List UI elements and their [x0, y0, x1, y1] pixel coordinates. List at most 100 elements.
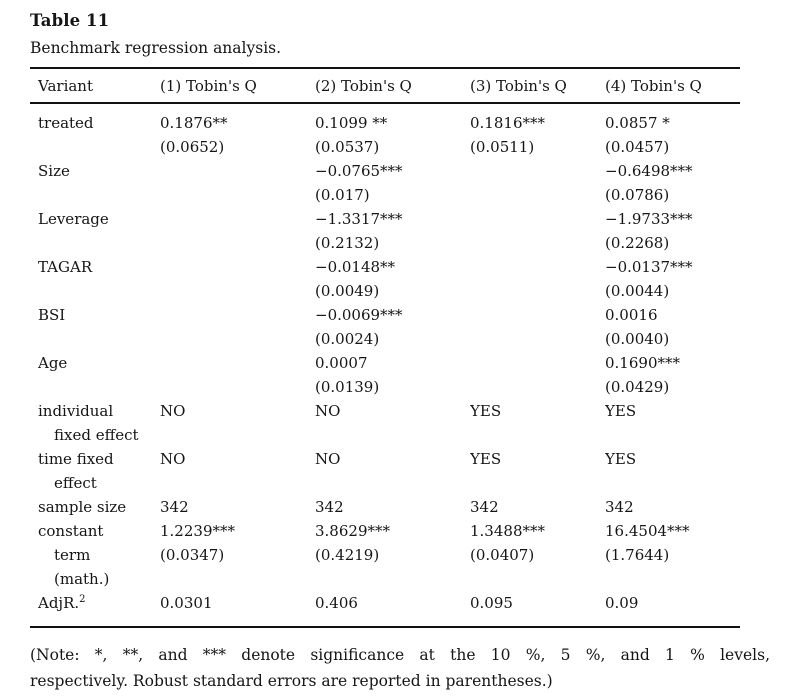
cell-model-1	[160, 567, 315, 591]
table-row: treated 0.1876** 0.1099 ** 0.1816*** 0.0857 …	[30, 111, 740, 135]
cell-model-1	[160, 303, 315, 327]
cell-model-3: (0.0407)	[470, 546, 535, 564]
cell-model-4: (0.0457)	[605, 138, 670, 156]
row-label: time fixed	[38, 450, 114, 468]
cell-model-2: (0.4219)	[315, 546, 380, 564]
cell-model-3: 0.1816***	[470, 114, 545, 132]
cell-model-4: (0.0429)	[605, 378, 670, 396]
cell-model-1	[160, 423, 315, 447]
cell-model-2: −1.3317***	[315, 210, 403, 228]
cell-model-1	[160, 375, 315, 399]
cell-model-3: 342	[470, 498, 499, 516]
table-header-row: Variant (1) Tobin's Q (2) Tobin's Q (3) …	[30, 69, 740, 104]
cell-model-4: (0.0044)	[605, 282, 670, 300]
row-label: fixed effect	[54, 426, 139, 444]
cell-model-3	[470, 351, 605, 375]
cell-model-1	[160, 231, 315, 255]
note-line-2: respectively. Robust standard errors are…	[30, 672, 553, 690]
cell-model-4	[605, 423, 740, 447]
row-label: Age	[38, 354, 68, 372]
cell-model-3	[470, 303, 605, 327]
cell-model-3	[470, 159, 605, 183]
cell-model-2: (0.017)	[315, 186, 370, 204]
cell-model-4	[605, 471, 740, 495]
table-row: (0.2132) (0.2268)	[30, 231, 740, 255]
cell-model-1	[160, 327, 315, 351]
cell-model-3	[470, 255, 605, 279]
table-row: (0.0139) (0.0429)	[30, 375, 740, 399]
row-label: AdjR.2	[38, 594, 86, 612]
cell-model-4: 16.4504***	[605, 522, 690, 540]
table-row: (0.0024) (0.0040)	[30, 327, 740, 351]
row-label: constant	[38, 522, 104, 540]
cell-model-4: 0.09	[605, 594, 639, 612]
cell-model-2	[315, 423, 470, 447]
cell-model-2: 0.0007	[315, 354, 368, 372]
cell-model-2: −0.0069***	[315, 306, 403, 324]
column-header-model-2: (2) Tobin's Q	[315, 77, 412, 95]
table-row: constant 1.2239*** 3.8629*** 1.3488*** 16.45…	[30, 519, 740, 543]
cell-model-2: 0.1099 **	[315, 114, 388, 132]
table-row: Age 0.0007 0.1690***	[30, 351, 740, 375]
table-caption: Benchmark regression analysis.	[30, 39, 282, 57]
cell-model-4: YES	[605, 450, 637, 468]
cell-model-3	[470, 183, 605, 207]
table-row: (math.)	[30, 567, 740, 591]
cell-model-3: YES	[470, 450, 502, 468]
row-label: TAGAR	[38, 258, 93, 276]
row-label: BSI	[38, 306, 66, 324]
cell-model-1: 342	[160, 498, 189, 516]
table-row: BSI −0.0069*** 0.0016	[30, 303, 740, 327]
row-label	[30, 375, 160, 399]
row-label: Leverage	[38, 210, 109, 228]
table-row: individual NO NO YES YES	[30, 399, 740, 423]
cell-model-1	[160, 183, 315, 207]
cell-model-3	[470, 279, 605, 303]
row-label-superscript: 2	[79, 594, 86, 605]
row-label	[30, 135, 160, 159]
cell-model-1: NO	[160, 450, 186, 468]
row-label	[30, 327, 160, 351]
table-row: (0.0049) (0.0044)	[30, 279, 740, 303]
cell-model-2: (0.2132)	[315, 234, 380, 252]
cell-model-3: 1.3488***	[470, 522, 545, 540]
regression-table: Variant (1) Tobin's Q (2) Tobin's Q (3) …	[30, 67, 740, 628]
cell-model-4: (0.2268)	[605, 234, 670, 252]
cell-model-2: −0.0765***	[315, 162, 403, 180]
row-label	[30, 279, 160, 303]
cell-model-4: −1.9733***	[605, 210, 693, 228]
row-label: individual	[38, 402, 114, 420]
cell-model-2: 342	[315, 498, 344, 516]
cell-model-1	[160, 351, 315, 375]
row-label: sample size	[38, 498, 127, 516]
row-label	[30, 183, 160, 207]
table-row: TAGAR −0.0148** −0.0137***	[30, 255, 740, 279]
cell-model-4: 0.0016	[605, 306, 658, 324]
cell-model-1	[160, 207, 315, 231]
cell-model-3: 0.095	[470, 594, 513, 612]
row-label	[30, 231, 160, 255]
cell-model-3	[470, 423, 605, 447]
cell-model-2: NO	[315, 450, 341, 468]
note-line-1: (Note: *, **, and *** denote significanc…	[30, 646, 770, 664]
table-row: time fixed NO NO YES YES	[30, 447, 740, 471]
cell-model-1: (0.0347)	[160, 546, 225, 564]
column-header-variant: Variant	[38, 77, 93, 95]
cell-model-4: −0.6498***	[605, 162, 693, 180]
column-header-model-3: (3) Tobin's Q	[470, 77, 567, 95]
table-row: Size −0.0765*** −0.6498***	[30, 159, 740, 183]
cell-model-1: NO	[160, 402, 186, 420]
table-row: term (0.0347) (0.4219) (0.0407) (1.7644)	[30, 543, 740, 567]
cell-model-4	[605, 567, 740, 591]
table-row: AdjR.2 0.0301 0.406 0.095 0.09	[30, 591, 740, 615]
cell-model-3	[470, 207, 605, 231]
cell-model-4: 0.0857 *	[605, 114, 670, 132]
cell-model-2: (0.0537)	[315, 138, 380, 156]
table-number-title: Table 11	[30, 11, 110, 30]
table-row: (0.017) (0.0786)	[30, 183, 740, 207]
cell-model-2	[315, 471, 470, 495]
row-label: Size	[38, 162, 70, 180]
cell-model-1	[160, 159, 315, 183]
cell-model-4: 342	[605, 498, 634, 516]
